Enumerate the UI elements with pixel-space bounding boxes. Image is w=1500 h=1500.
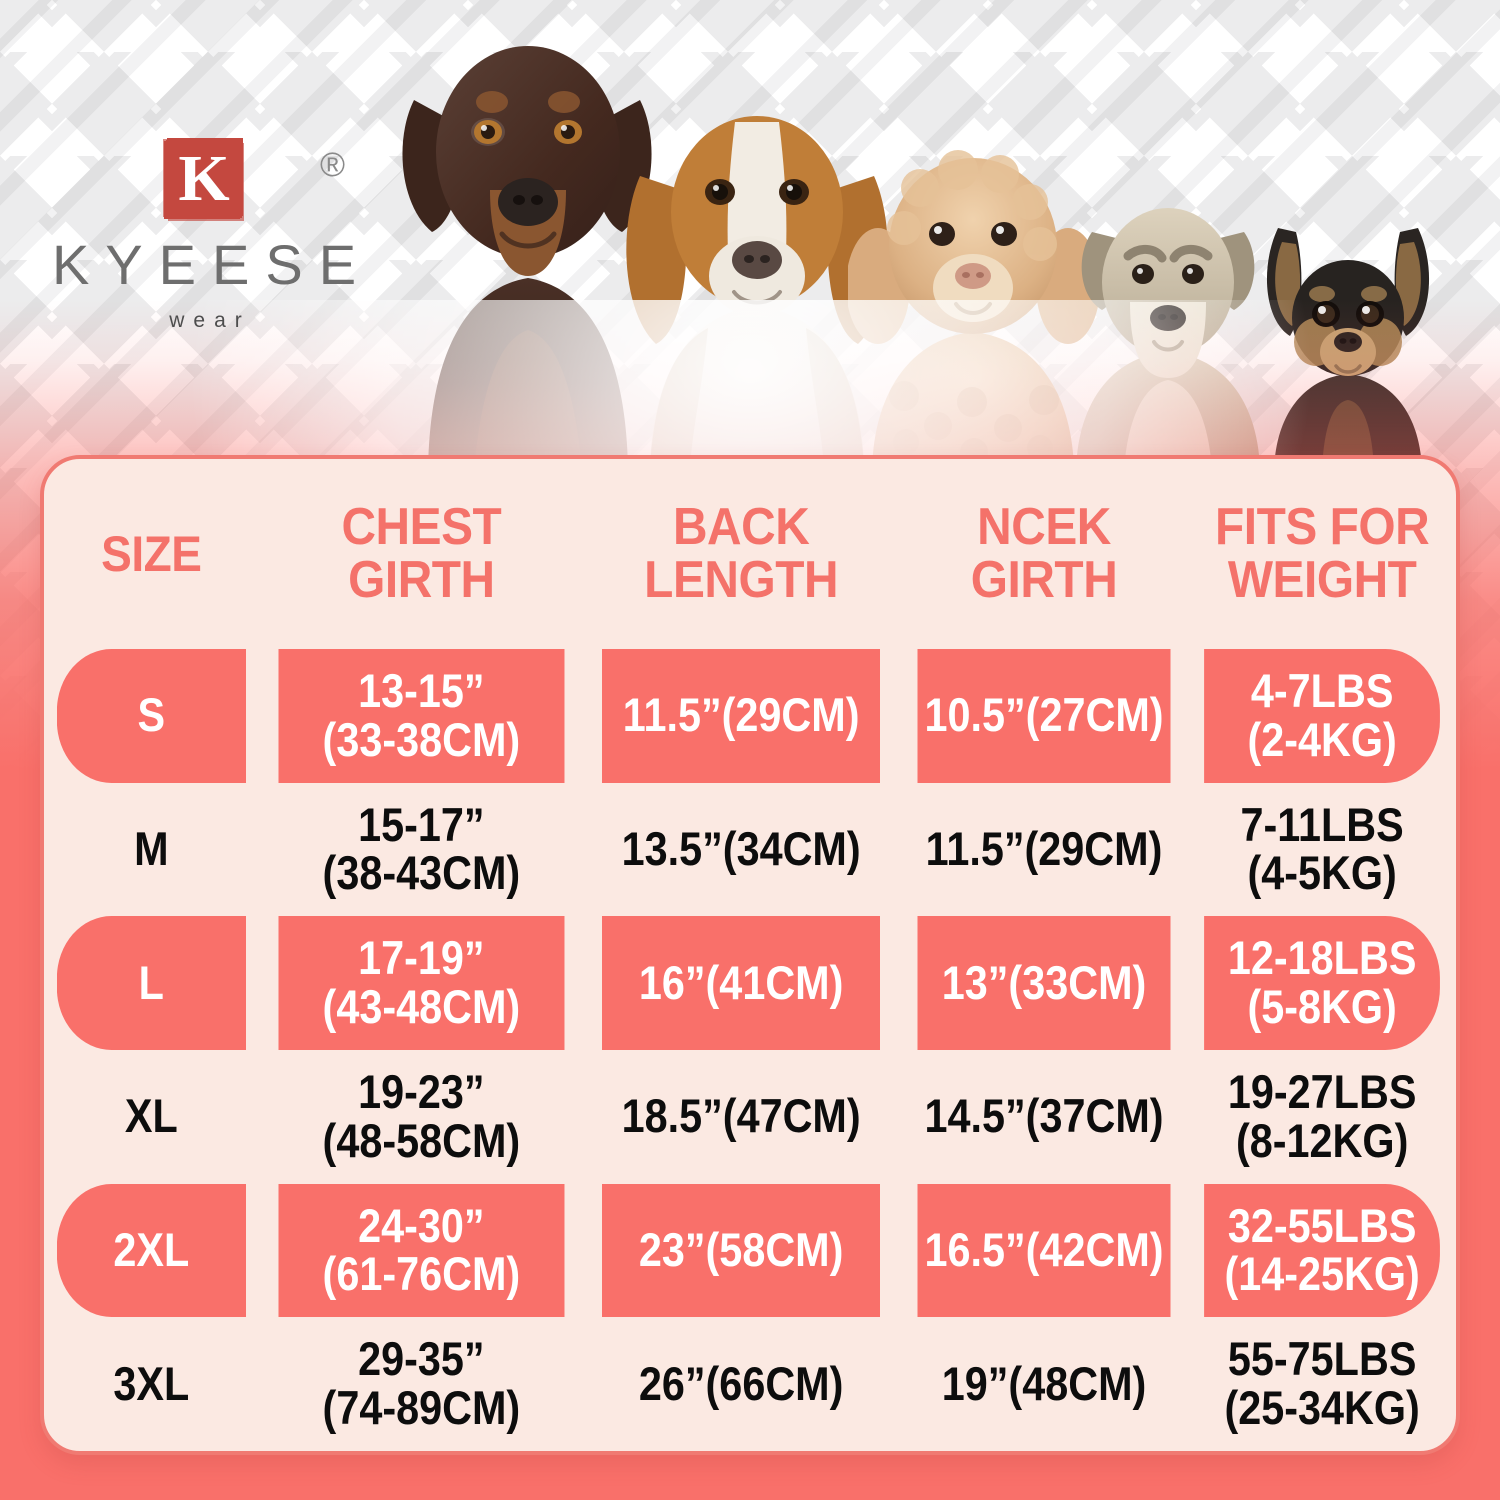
brand-logo: K ® KYEESE wear <box>24 132 384 333</box>
cell-chest-girth: 29-35” (74-89CM) <box>322 1332 520 1435</box>
cell-neck-girth: 11.5”(29CM) <box>925 822 1163 876</box>
cell-neck-girth: 13”(33CM) <box>916 916 1171 1050</box>
cell-neck-girth: 19”(48CM) <box>941 1356 1146 1410</box>
table-row: M 15-17” (38-43CM) 13.5”(34CM) 11.5”(29C… <box>44 783 1456 917</box>
cell-fits-for-weight: 32-55LBS (14-25KG) <box>1203 1183 1440 1318</box>
cell-size: M <box>134 822 169 876</box>
column-header-fits-for-weight: FITS FOR WEIGHT <box>1214 497 1430 609</box>
registered-trademark-icon: ® <box>320 146 346 184</box>
table-row: 3XL 29-35” (74-89CM) 26”(66CM) 19”(48CM)… <box>44 1317 1456 1451</box>
column-header-chest-girth: CHEST GIRTH <box>341 497 501 609</box>
column-header-back-length: BACK LENGTH <box>644 497 839 609</box>
table-header-row: SIZE CHEST GIRTH BACK LENGTH NCEK GIRTH … <box>44 459 1456 649</box>
cell-chest-girth: 19-23” (48-58CM) <box>322 1064 520 1167</box>
cell-back-length: 26”(66CM) <box>639 1356 844 1410</box>
brand-tagline: wear <box>169 309 251 332</box>
cell-back-length: 18.5”(47CM) <box>621 1089 862 1143</box>
cell-fits-for-weight: 55-75LBS (25-34KG) <box>1224 1332 1420 1435</box>
cell-fits-for-weight: 12-18LBS (5-8KG) <box>1203 916 1440 1050</box>
cell-back-length: 23”(58CM) <box>602 1183 881 1318</box>
cell-chest-girth: 24-30” (61-76CM) <box>278 1183 564 1318</box>
table-row: 2XL 24-30” (61-76CM) 23”(58CM) 16.5”(42C… <box>44 1183 1456 1318</box>
cell-back-length: 16”(41CM) <box>602 916 881 1050</box>
cell-size: XL <box>124 1089 178 1143</box>
cell-fits-for-weight: 4-7LBS (2-4KG) <box>1203 649 1440 783</box>
cell-back-length: 11.5”(29CM) <box>602 649 881 783</box>
cell-chest-girth: 13-15” (33-38CM) <box>278 649 564 783</box>
cell-neck-girth: 16.5”(42CM) <box>916 1183 1171 1318</box>
table-row: S 13-15” (33-38CM) 11.5”(29CM) 10.5”(27C… <box>44 649 1456 783</box>
cell-back-length: 13.5”(34CM) <box>621 822 862 876</box>
table-row: XL 19-23” (48-58CM) 18.5”(47CM) 14.5”(37… <box>44 1050 1456 1184</box>
cell-neck-girth: 14.5”(37CM) <box>924 1089 1164 1143</box>
column-header-neck-girth: NCEK GIRTH <box>970 497 1117 609</box>
cell-size: 3XL <box>113 1356 190 1410</box>
cell-size: S <box>56 649 246 783</box>
brand-name: KYEESE <box>51 233 373 296</box>
table-body: S 13-15” (33-38CM) 11.5”(29CM) 10.5”(27C… <box>44 649 1456 1451</box>
cell-chest-girth: 17-19” (43-48CM) <box>278 916 564 1050</box>
cell-size: L <box>56 916 246 1050</box>
table-head: SIZE CHEST GIRTH BACK LENGTH NCEK GIRTH … <box>44 459 1456 649</box>
cell-size: 2XL <box>56 1183 246 1318</box>
logo-mark-row: K ® <box>24 132 384 228</box>
column-header-size: SIZE <box>101 525 202 582</box>
cell-chest-girth: 15-17” (38-43CM) <box>322 797 520 900</box>
table-row: L 17-19” (43-48CM) 16”(41CM) 13”(33CM) 1… <box>44 916 1456 1050</box>
logo-k-mark: K <box>166 140 242 218</box>
cell-fits-for-weight: 7-11LBS (4-5KG) <box>1240 797 1404 900</box>
size-chart-panel: SIZE CHEST GIRTH BACK LENGTH NCEK GIRTH … <box>40 455 1460 1455</box>
cell-fits-for-weight: 19-27LBS (8-12KG) <box>1227 1064 1417 1167</box>
size-chart-table: SIZE CHEST GIRTH BACK LENGTH NCEK GIRTH … <box>44 459 1456 1451</box>
cell-neck-girth: 10.5”(27CM) <box>916 649 1171 783</box>
